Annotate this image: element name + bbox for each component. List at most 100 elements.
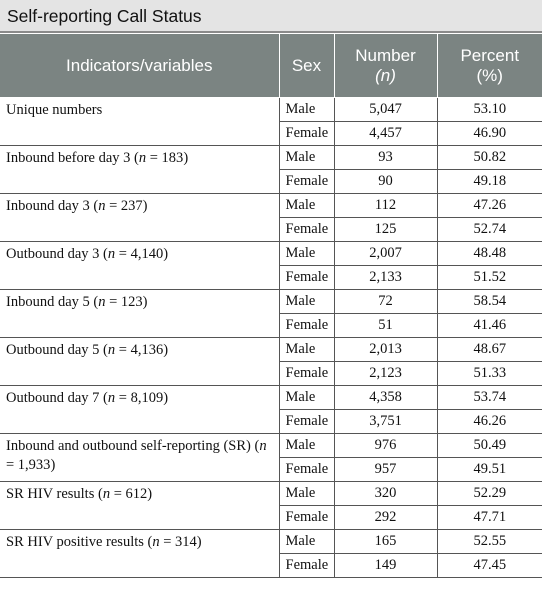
table-row: SR HIV positive results (n = 314) Male 165…: [0, 529, 542, 578]
sex-cell: Male: [278, 289, 335, 314]
table-row: SR HIV results (n = 612) Male 320 52.29: [0, 481, 542, 530]
number-cell: 5,047: [333, 97, 438, 122]
table-row: Outbound day 5 (n = 4,136) Male 2,013 48.67: [0, 337, 542, 386]
indicator-n-value: = 123: [105, 294, 143, 310]
table-body: Unique numbers Male 5,047 53.10 Female 4,457 4…: [0, 97, 542, 578]
percent-cell: 53.10: [436, 97, 542, 122]
indicator-label: Inbound and outbound self-reporting (SR)…: [6, 438, 260, 454]
header-number-unit: (n): [375, 65, 396, 85]
table-title: Self-reporting Call Status: [0, 0, 542, 33]
percent-cell: 47.26: [436, 193, 542, 218]
sex-cell: Female: [278, 265, 335, 290]
number-cell: 2,133: [333, 265, 438, 290]
indicator-label-close: ): [50, 457, 56, 473]
sex-cell: Female: [278, 121, 335, 146]
indicator-n-symbol: n: [98, 294, 106, 310]
header-number: Number (n): [333, 33, 438, 98]
indicator-label: Outbound day 5 (: [6, 342, 108, 358]
number-cell: 72: [333, 289, 438, 314]
table-row: Female 125 52.74: [0, 217, 542, 242]
indicator-label-close: ): [142, 294, 148, 310]
indicator-label-close: ): [163, 342, 169, 358]
sex-cell: Female: [278, 313, 335, 338]
percent-cell: 46.90: [436, 121, 542, 146]
percent-cell: 52.55: [436, 529, 542, 554]
sex-cell: Male: [278, 433, 335, 458]
table-row: Unique numbers Male 5,047 53.10: [0, 97, 542, 146]
indicator-label: Inbound day 5 (: [6, 294, 99, 310]
sex-cell: Female: [278, 505, 335, 530]
sex-cell: Male: [278, 97, 335, 122]
indicator-cell: Inbound before day 3 (n = 183): [0, 145, 280, 194]
sex-cell: Male: [278, 529, 335, 554]
sex-cell: Female: [278, 169, 335, 194]
sex-cell: Male: [278, 481, 335, 506]
indicator-n-value: = 8,109: [115, 390, 164, 406]
table-row: Female 51 41.46: [0, 313, 542, 338]
indicator-label-close: ): [163, 390, 169, 406]
sex-cell: Male: [278, 193, 335, 218]
indicator-label: SR HIV results (: [6, 486, 103, 502]
number-cell: 4,358: [333, 385, 438, 410]
sex-cell: Male: [278, 337, 335, 362]
sex-cell: Male: [278, 241, 335, 266]
header-percent-unit: (%): [476, 65, 503, 85]
percent-cell: 50.82: [436, 145, 542, 170]
table-row: Inbound day 3 (n = 237) Male 112 47.26: [0, 193, 542, 242]
indicator-label: Outbound day 7 (: [6, 390, 108, 406]
indicator-label-close: ): [196, 534, 202, 550]
indicator-cell: SR HIV positive results (n = 314): [0, 529, 280, 578]
sex-cell: Female: [278, 217, 335, 242]
indicator-label-close: ): [142, 198, 148, 214]
indicator-label-close: ): [147, 486, 153, 502]
table-row: Inbound before day 3 (n = 183) Male 93 50.8…: [0, 145, 542, 194]
number-cell: 165: [333, 529, 438, 554]
indicator-label: SR HIV positive results (: [6, 534, 153, 550]
indicator-cell: Outbound day 7 (n = 8,109): [0, 385, 280, 434]
number-cell: 149: [333, 553, 438, 578]
table-row: Female 2,123 51.33: [0, 361, 542, 386]
header-row: Indicators/variables Sex Number (n) Perc…: [0, 33, 542, 98]
indicator-cell: Outbound day 3 (n = 4,140): [0, 241, 280, 290]
percent-cell: 47.71: [436, 505, 542, 530]
header-percent-label: Percent: [460, 45, 520, 65]
number-cell: 3,751: [333, 409, 438, 434]
call-status-table: Indicators/variables Sex Number (n) Perc…: [0, 33, 542, 578]
percent-cell: 47.45: [436, 553, 542, 578]
indicator-n-value: = 237: [105, 198, 143, 214]
header-number-label: Number: [355, 45, 416, 65]
indicator-label-close: ): [163, 246, 169, 262]
indicator-label-close: ): [183, 150, 189, 166]
percent-cell: 58.54: [436, 289, 542, 314]
percent-cell: 51.52: [436, 265, 542, 290]
sex-cell: Female: [278, 457, 335, 482]
percent-cell: 49.18: [436, 169, 542, 194]
indicator-n-value: = 1,933: [6, 457, 51, 473]
table-row: Female 2,133 51.52: [0, 265, 542, 290]
percent-cell: 53.74: [436, 385, 542, 410]
indicator-label: Inbound day 3 (: [6, 198, 99, 214]
indicator-n-symbol: n: [259, 438, 267, 454]
indicator-label: Inbound before day 3 (: [6, 150, 139, 166]
table-row: Female 292 47.71: [0, 505, 542, 530]
sex-cell: Male: [278, 145, 335, 170]
sex-cell: Female: [278, 553, 335, 578]
percent-cell: 52.74: [436, 217, 542, 242]
number-cell: 2,007: [333, 241, 438, 266]
percent-cell: 50.49: [436, 433, 542, 458]
table-row: Inbound and outbound self-reporting (SR)…: [0, 433, 542, 482]
number-cell: 93: [333, 145, 438, 170]
indicator-n-symbol: n: [107, 342, 116, 358]
sex-cell: Female: [278, 361, 335, 386]
indicator-label: Outbound day 3 (: [6, 246, 108, 262]
percent-cell: 41.46: [436, 313, 542, 338]
header-percent: Percent (%): [436, 33, 542, 98]
indicator-cell: Inbound day 3 (n = 237): [0, 193, 280, 242]
table-row: Outbound day 7 (n = 8,109) Male 4,358 53.74: [0, 385, 542, 434]
indicator-cell: Outbound day 5 (n = 4,136): [0, 337, 280, 386]
percent-cell: 46.26: [436, 409, 542, 434]
number-cell: 125: [333, 217, 438, 242]
sex-cell: Female: [278, 409, 335, 434]
indicator-n-symbol: n: [138, 150, 147, 166]
